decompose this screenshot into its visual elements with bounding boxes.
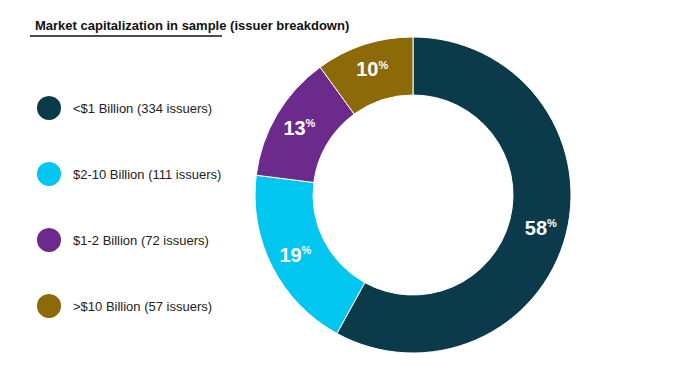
svg-text:<$1 Billion (334 issuers): <$1 Billion (334 issuers) [73, 101, 212, 116]
svg-text:19: 19 [279, 244, 301, 266]
svg-text:$1-2 Billion (72 issuers): $1-2 Billion (72 issuers) [73, 233, 209, 248]
svg-text:%: % [547, 217, 557, 229]
svg-text:%: % [302, 244, 312, 256]
svg-text:>$10 Billion (57 issuers): >$10 Billion (57 issuers) [73, 299, 212, 314]
svg-text:58: 58 [525, 217, 547, 239]
svg-text:13: 13 [283, 117, 305, 139]
svg-text:10: 10 [356, 58, 378, 80]
svg-text:%: % [378, 59, 388, 71]
svg-text:$2-10 Billion (111 issuers): $2-10 Billion (111 issuers) [73, 167, 221, 182]
svg-text:%: % [306, 117, 316, 129]
svg-text:Market capitalization in sampl: Market capitalization in sample (issuer … [35, 18, 349, 33]
